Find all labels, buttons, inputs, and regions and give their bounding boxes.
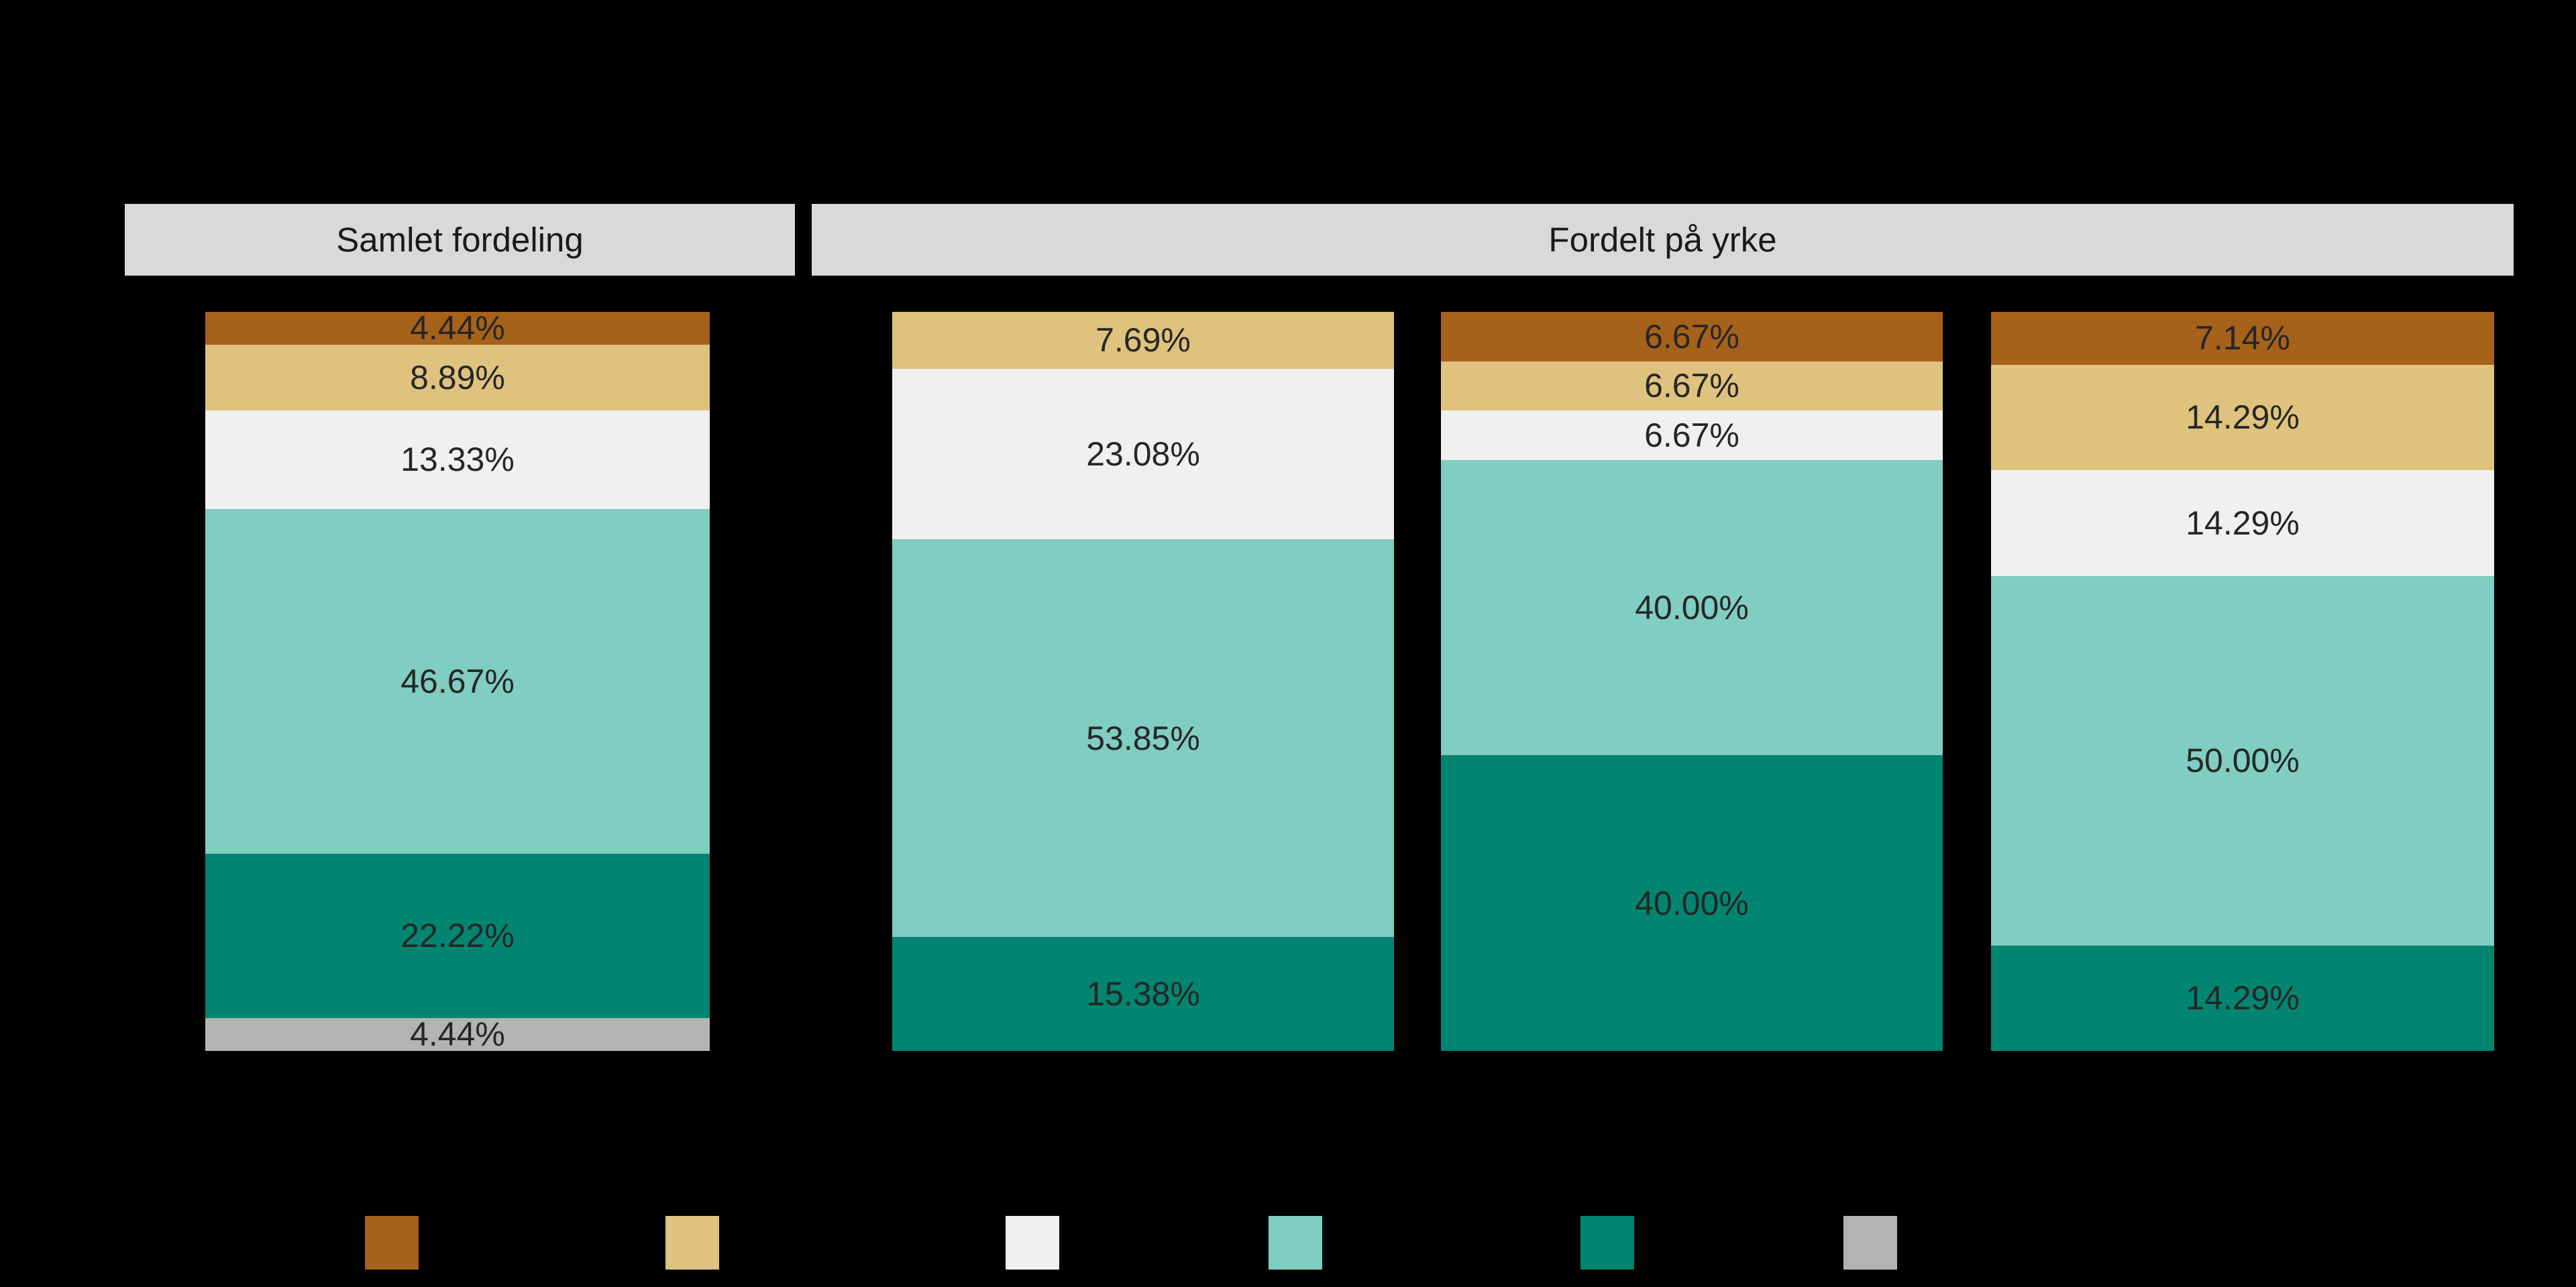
segment-value-label: 8.89% [410,358,505,396]
segment-value-label: 13.33% [400,441,515,479]
segment-value-label: 4.44% [410,309,505,347]
segment-value-label: 40.00% [1635,884,1749,922]
segment-value-label: 40.00% [1635,588,1749,626]
bar-segment: 50.00% [1991,575,2494,946]
legend-key-swatch [1006,1216,1059,1270]
segment-value-label: 6.67% [1644,416,1739,454]
segment-value-label: 14.29% [2186,398,2300,437]
segment-value-label: 14.29% [2186,504,2300,542]
segment-value-label: 15.38% [1086,975,1200,1013]
segment-value-label: 7.69% [1095,321,1191,359]
bar-segment: 40.00% [1441,755,1943,1052]
legend-key-swatch [665,1216,719,1270]
stacked-bar: 6.67% 6.67% 6.67% 40.00% 40.00% [1441,312,1943,1052]
bar-segment: 23.08% [892,368,1394,540]
bar-segment: 14.29% [1991,470,2494,576]
bar-segment: 6.67% [1441,410,1943,460]
stacked-bar: 7.69% 23.08% 53.85% 15.38% [892,312,1394,1051]
segment-value-label: 4.44% [410,1015,505,1054]
bar-segment: 15.38% [892,937,1394,1051]
legend-key-swatch [1843,1216,1897,1270]
segment-value-label: 14.29% [2186,979,2300,1017]
legend-key-swatch [1580,1216,1634,1270]
bar-segment: 6.67% [1441,361,1943,410]
bar-segment: 7.14% [1991,312,2494,365]
segment-value-label: 6.67% [1644,317,1739,355]
segment-value-label: 6.67% [1644,367,1739,405]
bar-segment: 53.85% [892,539,1394,938]
bar-segment: 8.89% [205,344,710,410]
bar-segment: 7.69% [892,312,1394,369]
stacked-bar: 4.44% 8.89% 13.33% 46.67% 22.22% 4.44% [205,309,710,1054]
segment-value-label: 50.00% [2186,742,2300,780]
segment-value-label: 22.22% [400,917,515,955]
segment-value-label: 23.08% [1086,435,1200,473]
stacked-bar: 7.14% 14.29% 14.29% 50.00% 14.29% [1991,312,2494,1051]
segment-value-label: 7.14% [2195,319,2290,357]
segment-value-label: 46.67% [400,662,515,700]
legend-key-swatch [1269,1216,1322,1270]
facet-strip-left: Samlet fordeling [125,204,795,276]
bar-segment: 46.67% [205,508,710,854]
bar-segment: 14.29% [1991,364,2494,471]
bar-segment: 13.33% [205,410,710,509]
facet-strip-right: Fordelt på yrke [812,204,2514,276]
bar-segment: 14.29% [1991,945,2494,1051]
bar-segment: 22.22% [205,854,710,1018]
legend-key-swatch [365,1216,419,1270]
segment-value-label: 53.85% [1086,719,1200,757]
bar-segment: 40.00% [1441,459,1943,756]
bar-segment: 6.67% [1441,312,1943,361]
bar-segment: 4.44% [205,1015,710,1054]
bar-segment: 4.44% [205,309,710,347]
